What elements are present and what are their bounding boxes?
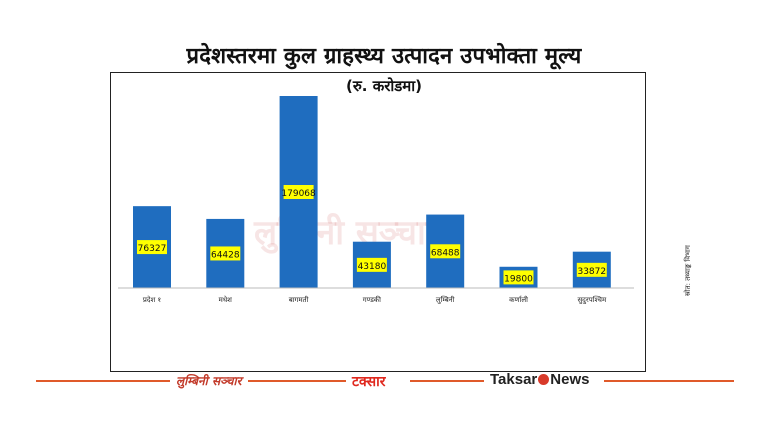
- lumbini-sanchar-logo: लुम्बिनी सञ्चार: [176, 372, 242, 389]
- lumbini-sanchar-logo-text: लुम्बिनी सञ्चार: [176, 374, 242, 388]
- data-label-4: 43180: [358, 262, 387, 272]
- source-credit: स्रोत: तथ्याङ्क विभाग: [684, 245, 692, 296]
- data-label-bg-5: [430, 244, 461, 259]
- data-label-bg-7: [576, 262, 607, 277]
- taksar-news-right: News: [550, 371, 590, 388]
- footer-rule-mid-left: [248, 380, 346, 382]
- category-label-2: मधेश: [219, 295, 232, 304]
- category-label-5: लुम्बिनी: [436, 295, 455, 304]
- category-label-7: सुदुरपश्चिम: [577, 295, 607, 305]
- category-label-4: गण्डकी: [363, 295, 381, 304]
- data-label-bg-4: [356, 257, 387, 272]
- taksar-news-logo: Taksar News: [490, 371, 589, 388]
- footer-rule-left: [36, 380, 170, 382]
- data-label-2: 64428: [211, 250, 240, 260]
- data-label-1: 76327: [138, 244, 167, 254]
- data-label-bg-6: [503, 270, 534, 285]
- category-label-1: प्रदेश १: [143, 295, 161, 304]
- data-label-bg-3: [283, 185, 314, 199]
- data-label-6: 19800: [504, 274, 533, 284]
- category-label-3: बागमती: [289, 295, 309, 304]
- footer-rule-mid-right: [410, 380, 484, 382]
- taksar-news-dot-icon: [538, 374, 550, 385]
- data-label-7: 33872: [577, 267, 606, 277]
- footer-rule-right: [604, 380, 734, 382]
- taksar-logo: टक्सार: [352, 374, 386, 390]
- data-label-5: 68488: [431, 248, 460, 258]
- chart-frame: [110, 72, 646, 372]
- data-label-bg-2: [210, 246, 241, 261]
- taksar-news-left: Taksar: [490, 371, 538, 388]
- chart-subtitle: (रु. करोडमा): [345, 77, 423, 95]
- category-label-6: कर्णाली: [509, 295, 528, 304]
- data-label-3: 179068: [281, 189, 316, 199]
- chart-title: प्रदेशस्तरमा कुल ग्राहस्थ्य उत्पादन उपभो…: [186, 44, 582, 69]
- data-label-bg-1: [137, 240, 167, 255]
